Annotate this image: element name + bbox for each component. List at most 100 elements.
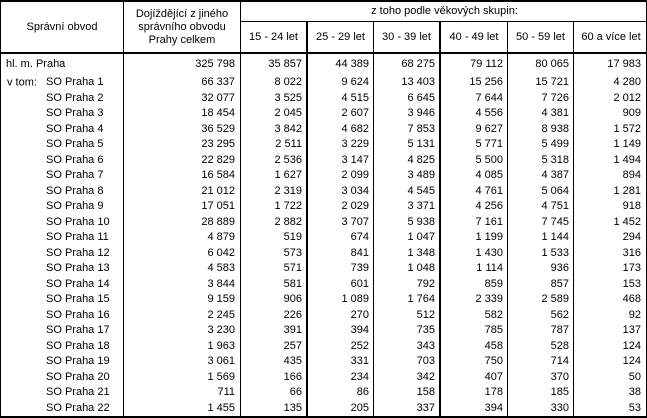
value-60-plus: 50: [628, 370, 641, 383]
value-30-39: 5 938: [374, 214, 441, 230]
value-30-39: 7 853: [374, 121, 441, 137]
value-50-59: 4 387: [508, 168, 574, 184]
value-total: 325 798: [124, 54, 241, 75]
value-50-59: 857: [508, 276, 574, 292]
value-30-39: 3 489: [374, 168, 441, 184]
value-total: 21 012: [124, 183, 241, 199]
value-15-24: 2 045: [241, 106, 308, 122]
value-60-plus: 38: [628, 386, 641, 399]
district-cell: SO Praha 17: [1, 323, 124, 339]
row-label: SO Praha 4: [46, 122, 104, 135]
district-cell: SO Praha 16: [1, 307, 124, 323]
value-total: 16 584: [124, 168, 241, 184]
value-15-24: 1 722: [241, 199, 308, 215]
district-cell: SO Praha 11: [1, 230, 124, 246]
value-15-24: 573: [241, 245, 308, 261]
value-40-49: 859: [441, 276, 508, 292]
value-40-49: 9 627: [441, 121, 508, 137]
row-label: SO Praha 16: [46, 308, 110, 321]
table-header: Správní obvod Dojíždějící z jiného správ…: [1, 2, 646, 54]
district-cell: SO Praha 2: [1, 90, 124, 106]
value-50-59: 7 745: [508, 214, 574, 230]
table-row: SO Praha 19 3 061 435 331 703 750 714 12…: [1, 354, 646, 370]
row-label: SO Praha 9: [46, 200, 104, 213]
value-total: 4 879: [124, 230, 241, 246]
value-50-59: 5 499: [508, 137, 574, 153]
value-40-49: 2 339: [441, 292, 508, 308]
value-60-plus: 92: [628, 308, 641, 321]
header-total-line3: Prahy celkem: [148, 33, 216, 46]
header-age-25-29: 25 - 29 let: [308, 22, 374, 52]
district-cell: SO Praha 7: [1, 168, 124, 184]
district-cell: hl. m. Praha: [1, 54, 124, 75]
value-15-24: 2 536: [241, 152, 308, 168]
row-label: SO Praha 3: [46, 107, 104, 120]
table-row: SO Praha 3 18 454 2 045 2 607 3 946 4 55…: [1, 106, 646, 122]
value-25-29: 44 389: [308, 54, 374, 75]
value-15-24: 906: [241, 292, 308, 308]
header-district: Správní obvod: [1, 2, 124, 52]
district-cell: SO Praha 18: [1, 338, 124, 354]
value-40-49: 5 500: [441, 152, 508, 168]
table-row: SO Praha 20 1 569 166 234 342 407 370 50: [1, 369, 646, 385]
header-age-30-39: 30 - 39 let: [374, 22, 441, 52]
value-50-59: 4 381: [508, 106, 574, 122]
value-total: 17 051: [124, 199, 241, 215]
value-total: 66 337: [124, 75, 241, 91]
value-25-29: 205: [308, 400, 374, 416]
value-30-39: 703: [374, 354, 441, 370]
value-60-plus: 4 280: [613, 76, 641, 89]
value-40-49: 7 161: [441, 214, 508, 230]
value-15-24: 581: [241, 276, 308, 292]
value-50-59: 330: [508, 400, 574, 416]
row-label: SO Praha 15: [46, 293, 110, 306]
table-row: v tom: SO Praha 1 66 337 8 022 9 624 13 …: [1, 75, 646, 91]
row-label: SO Praha 12: [46, 246, 110, 259]
value-50-59: 1 144: [508, 230, 574, 246]
value-15-24: 2 511: [241, 137, 308, 153]
value-30-39: 735: [374, 323, 441, 339]
value-25-29: 86: [308, 385, 374, 401]
value-40-49: 15 256: [441, 75, 508, 91]
value-50-59: 80 065: [508, 54, 574, 75]
value-50-59: 4 751: [508, 199, 574, 215]
value-60-plus: 918: [622, 200, 641, 213]
value-60-plus: 53: [628, 401, 641, 414]
value-40-49: 582: [441, 307, 508, 323]
value-40-49: 7 644: [441, 90, 508, 106]
value-50-59: 528: [508, 338, 574, 354]
header-age-15-24: 15 - 24 let: [241, 22, 308, 52]
value-50-59: 787: [508, 323, 574, 339]
value-40-49: 394: [441, 400, 508, 416]
row-label: SO Praha 6: [46, 153, 104, 166]
table-row: SO Praha 14 3 844 581 601 792 859 857 15…: [1, 276, 646, 292]
table-row: SO Praha 9 17 051 1 722 2 029 3 371 4 25…: [1, 199, 646, 215]
value-total: 4 583: [124, 261, 241, 277]
value-15-24: 519: [241, 230, 308, 246]
row-label-city: hl. m. Praha: [6, 58, 66, 70]
value-total: 711: [124, 385, 241, 401]
row-label: SO Praha 17: [46, 324, 110, 337]
value-30-39: 6 645: [374, 90, 441, 106]
value-30-39: 1 348: [374, 245, 441, 261]
value-60-plus: 17 983: [607, 58, 641, 70]
row-label: SO Praha 14: [46, 277, 110, 290]
table-row: SO Praha 4 36 529 3 842 4 682 7 853 9 62…: [1, 121, 646, 137]
table-row: SO Praha 2 32 077 3 525 4 515 6 645 7 64…: [1, 90, 646, 106]
value-total: 3 844: [124, 276, 241, 292]
value-30-39: 1 764: [374, 292, 441, 308]
value-30-39: 4 825: [374, 152, 441, 168]
value-50-59: 5 318: [508, 152, 574, 168]
row-label: SO Praha 10: [46, 215, 110, 228]
row-label: SO Praha 7: [46, 169, 104, 182]
value-total: 36 529: [124, 121, 241, 137]
value-total: 3 230: [124, 323, 241, 339]
row-label: SO Praha 22: [46, 401, 110, 414]
table-row: SO Praha 16 2 245 226 270 512 582 562 92: [1, 307, 646, 323]
district-cell: SO Praha 3: [1, 106, 124, 122]
table-row: SO Praha 10 28 889 2 882 3 707 5 938 7 1…: [1, 214, 646, 230]
value-25-29: 394: [308, 323, 374, 339]
value-15-24: 2 319: [241, 183, 308, 199]
value-60-plus: 1 149: [613, 138, 641, 151]
